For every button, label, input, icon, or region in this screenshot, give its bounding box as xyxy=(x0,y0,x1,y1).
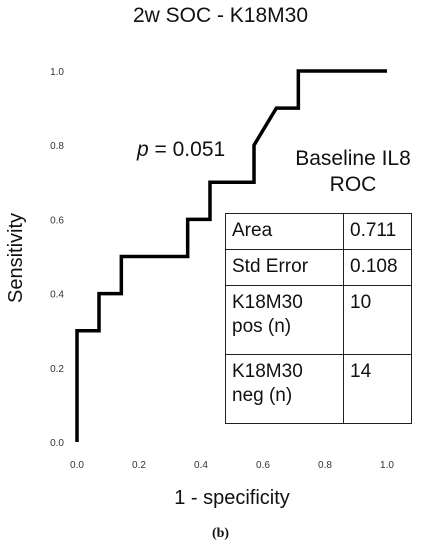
chart-title: 2w SOC - K18M30 xyxy=(132,4,309,27)
table-title-line-1: Baseline IL8 xyxy=(295,147,411,170)
table-cell-value: 10 xyxy=(343,285,412,355)
table-cell-value: 0.711 xyxy=(343,213,412,250)
figure-caption: (b) xyxy=(211,526,230,541)
table-row: K18M30 pos (n) 10 xyxy=(225,285,412,355)
series xyxy=(75,69,387,442)
y-tick-label: 0.0 xyxy=(50,438,64,449)
p-value-annotation: p = 0.051 xyxy=(137,138,225,162)
x-tick-label: 0.4 xyxy=(194,460,208,471)
table-title: Baseline IL8 ROC xyxy=(258,146,441,198)
table-cell-label: Area xyxy=(225,213,344,250)
x-axis-label: 1 - specificity xyxy=(174,487,290,509)
x-tick-label: 0.6 xyxy=(256,460,270,471)
p-symbol: p xyxy=(137,138,149,161)
y-tick-label: 1.0 xyxy=(50,67,64,78)
y-axis-label: Sensitivity xyxy=(5,213,27,303)
y-tick-label: 0.2 xyxy=(50,364,64,375)
ticks: 0.0 0.2 0.4 0.6 0.8 1.0 0.0 0.2 0.4 0.6 0.8 1.0 xyxy=(50,67,394,471)
table-cell-value: 0.108 xyxy=(343,249,412,286)
table-row: Std Error 0.108 xyxy=(225,249,412,286)
table-cell-label: K18M30 neg (n) xyxy=(225,354,344,424)
roc-curve-line xyxy=(75,69,387,442)
table-row: K18M30 neg (n) 14 xyxy=(225,354,412,424)
x-tick-label: 0.0 xyxy=(70,460,84,471)
table-cell-label: K18M30 pos (n) xyxy=(225,285,344,355)
x-tick-label: 0.2 xyxy=(132,460,146,471)
y-tick-label: 0.8 xyxy=(50,141,64,152)
roc-stats-table: Area 0.711 Std Error 0.108 K18M30 pos (n… xyxy=(225,213,412,424)
x-tick-label: 1.0 xyxy=(380,460,394,471)
y-tick-label: 0.6 xyxy=(50,215,64,226)
table-row: Area 0.711 xyxy=(225,213,412,250)
table-title-line-2: ROC xyxy=(329,173,377,196)
y-tick-label: 0.4 xyxy=(50,290,64,301)
x-tick-label: 0.8 xyxy=(318,460,332,471)
p-value-text: = 0.051 xyxy=(148,138,226,161)
table-cell-label: Std Error xyxy=(225,249,344,286)
table-cell-value: 14 xyxy=(343,354,412,424)
